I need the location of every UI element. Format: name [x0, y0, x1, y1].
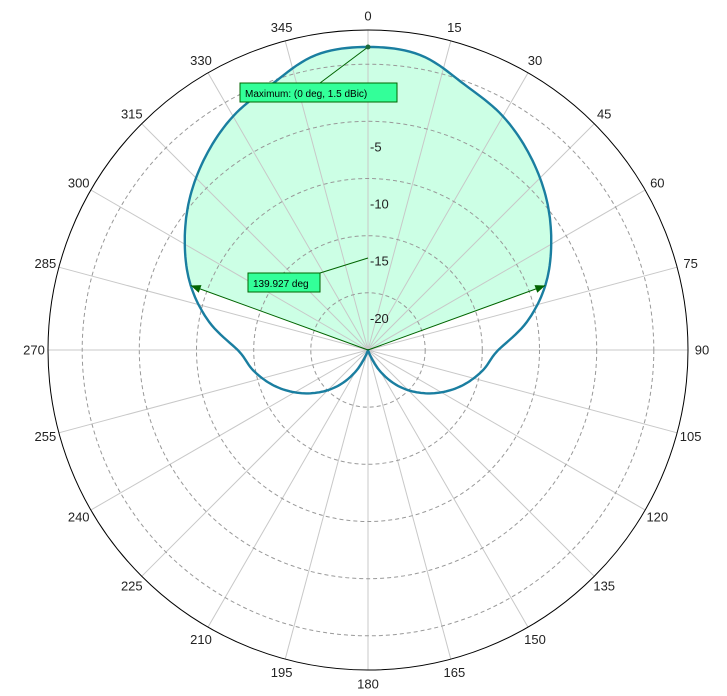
spoke-45: [367, 123, 595, 351]
spoke-225: [141, 349, 369, 577]
spoke-165: [367, 349, 452, 660]
annotations: Maximum: (0 deg, 1.5 dBic) 139.927 deg: [239, 44, 398, 293]
radial-gridlines: [81, 63, 655, 637]
radial-label--5: -5: [370, 139, 382, 154]
beamwidth-lines: [190, 285, 546, 351]
spoke-150: [367, 349, 529, 628]
radial-label--20: -20: [370, 311, 389, 326]
angle-label-270: 270: [23, 343, 45, 358]
angle-label-0: 0: [364, 9, 371, 24]
angle-label-30: 30: [528, 53, 542, 68]
maximum-marker: [365, 44, 371, 50]
angle-label-285: 285: [35, 256, 57, 271]
angle-label-105: 105: [680, 429, 702, 444]
spoke-330: [207, 72, 369, 351]
angle-tick-labels: 0 15 30 45 60 75 90 105 120 135 150 165 180 195 210 225…: [23, 9, 709, 692]
maximum-leader-line: [319, 46, 369, 84]
spoke-195: [284, 349, 369, 660]
beamwidth-leader-line: [319, 257, 369, 274]
radial-label--15: -15: [370, 254, 389, 269]
spoke-60: [367, 189, 646, 351]
angle-label-315: 315: [121, 106, 143, 121]
spoke-255: [58, 349, 369, 434]
angle-label-210: 210: [190, 632, 212, 647]
maximum-callout-box: [239, 82, 398, 103]
spoke-30: [367, 72, 529, 351]
angular-gridlines: [48, 30, 688, 670]
angle-label-135: 135: [593, 579, 615, 594]
angle-label-300: 300: [68, 176, 90, 191]
angle-label-195: 195: [271, 665, 293, 680]
angle-label-75: 75: [683, 256, 697, 271]
angle-label-90: 90: [695, 343, 709, 358]
angle-label-120: 120: [646, 510, 668, 525]
radial-label--10: -10: [370, 197, 389, 212]
beamwidth-callout-label: 139.927 deg: [253, 279, 309, 290]
beamwidth-arrowhead-left: [190, 285, 202, 293]
angle-label-255: 255: [35, 429, 57, 444]
angle-label-345: 345: [271, 20, 293, 35]
radial-tick-labels: 0-5-10-15-20: [370, 82, 389, 326]
angle-label-45: 45: [597, 106, 611, 121]
ring--5: [138, 120, 598, 580]
spoke-315: [141, 123, 369, 351]
maximum-callout-label: Maximum: (0 deg, 1.5 dBic): [245, 89, 367, 100]
angle-label-240: 240: [68, 510, 90, 525]
beamwidth-edge-right: [367, 285, 546, 351]
outer-boundary-circle: [47, 29, 689, 671]
spoke-285: [58, 266, 369, 351]
spoke-210: [207, 349, 369, 628]
spoke-300: [90, 189, 369, 351]
ring--15: [253, 235, 483, 465]
angle-label-165: 165: [444, 665, 466, 680]
ring--10: [196, 178, 540, 522]
ring-0: [81, 63, 655, 637]
angle-label-180: 180: [357, 677, 379, 692]
spoke-75: [367, 266, 678, 351]
angle-label-225: 225: [121, 579, 143, 594]
beamwidth-edge-left: [190, 285, 369, 351]
spoke-120: [367, 349, 646, 511]
spoke-135: [367, 349, 595, 577]
ring--20: [310, 292, 426, 408]
spoke-15: [367, 40, 452, 351]
beamwidth-callout-box: [247, 272, 321, 293]
beamwidth-arrowhead-right: [534, 285, 546, 293]
spoke-240: [90, 349, 369, 511]
spoke-105: [367, 349, 678, 434]
angle-label-60: 60: [650, 176, 664, 191]
angle-label-330: 330: [190, 53, 212, 68]
angle-label-15: 15: [447, 20, 461, 35]
angle-label-150: 150: [524, 632, 546, 647]
